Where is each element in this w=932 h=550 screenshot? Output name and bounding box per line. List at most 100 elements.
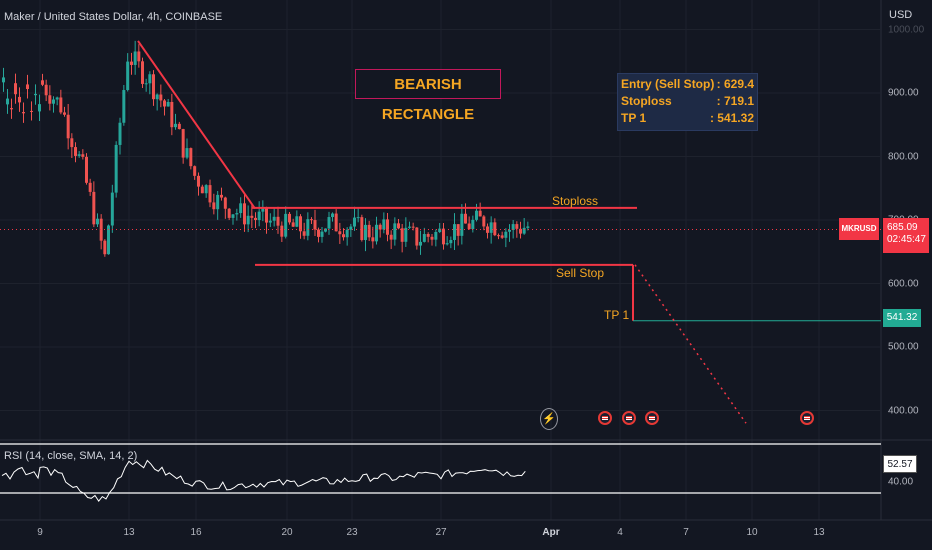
candle-body [137, 51, 141, 62]
candle-body [177, 123, 181, 130]
candle-body [442, 228, 445, 245]
candle-body [110, 192, 114, 226]
x-tick-label: 4 [617, 527, 623, 538]
candle-body [141, 61, 144, 84]
candle-body [453, 224, 456, 240]
candle-body [41, 80, 44, 85]
candle-body [133, 51, 137, 65]
y-tick-label: 500.00 [888, 341, 919, 353]
grid [0, 0, 932, 521]
tp-label: TP 1 [621, 111, 647, 125]
candle-body [163, 100, 166, 107]
candle-body [422, 234, 426, 242]
x-tick-label: 27 [435, 527, 447, 538]
stoploss-label: Stoploss [621, 94, 672, 108]
rsi-pane [0, 439, 932, 502]
candle-body [88, 182, 92, 192]
candle-body [310, 219, 313, 221]
candle-body [59, 97, 63, 113]
candle-body [122, 90, 126, 123]
candle-body [216, 194, 220, 210]
x-tick-label: 23 [346, 527, 358, 538]
x-tick-label: 20 [281, 527, 293, 538]
candle-body [389, 234, 393, 240]
candle-body [2, 77, 5, 83]
tp-price-label: 541.32 [883, 309, 921, 327]
lightning-icon[interactable]: ⚡ [540, 408, 558, 430]
candle-body [471, 219, 475, 230]
candle-body [208, 185, 212, 203]
us-flag-event-icon[interactable] [645, 411, 659, 425]
candle-body [257, 211, 261, 221]
rsi-level-label: 40.00 [888, 476, 914, 488]
candle-body [96, 218, 99, 225]
candle-body [220, 194, 223, 198]
candle-body [367, 224, 371, 238]
y-tick-label: 400.00 [888, 405, 919, 416]
candle-body [114, 144, 118, 193]
candle-body [515, 224, 519, 229]
candle-body [34, 93, 37, 96]
candle-body [434, 231, 438, 240]
candle-body [130, 61, 133, 65]
candle-body [408, 226, 411, 228]
trend-line [137, 40, 256, 210]
candle-body [63, 112, 66, 115]
candle-body [107, 225, 110, 255]
candle-body [170, 101, 174, 128]
candle-body [497, 235, 500, 237]
entry-row: Entry (Sell Stop): 629.4 [621, 76, 754, 93]
candle-body [6, 98, 9, 105]
candle-body [280, 225, 284, 237]
tp-row: TP 1 : 541.32 [621, 110, 754, 127]
candle-body [489, 222, 493, 233]
symbol-tag: MKRUSD [839, 218, 879, 240]
candle-body [400, 228, 404, 242]
candle-body [486, 226, 489, 233]
x-tick-label: 13 [123, 527, 135, 538]
candle-body [174, 123, 177, 128]
rsi-line [1, 459, 526, 502]
candle-body [460, 213, 464, 236]
candle-body [302, 231, 306, 236]
us-flag-event-icon[interactable] [800, 411, 814, 425]
y-tick-label: 600.00 [888, 278, 919, 289]
candle-body [118, 122, 122, 145]
candle-body [18, 96, 21, 103]
candle-body [26, 84, 29, 90]
candle-body [66, 114, 70, 139]
candle-body [70, 138, 74, 148]
candle-body [243, 203, 246, 225]
candle-body [284, 213, 288, 237]
candle-body [519, 228, 522, 234]
candle-body [493, 222, 497, 236]
candle-body [272, 216, 276, 221]
candle-body [508, 230, 511, 232]
candle-body [526, 226, 530, 228]
candle-body [85, 156, 88, 183]
candle-body [155, 94, 159, 100]
candle-body [419, 241, 422, 246]
candle-body [411, 226, 415, 228]
candle-body [371, 237, 375, 242]
us-flag-event-icon[interactable] [622, 411, 636, 425]
tp-value: : 541.32 [709, 111, 754, 125]
candle-body [185, 148, 189, 158]
candle-body [204, 185, 208, 194]
candle-body [250, 215, 254, 218]
x-tick-label: 7 [683, 527, 689, 538]
candle-body [467, 223, 471, 230]
stoploss-value: : 719.1 [716, 94, 754, 108]
candle-body [22, 112, 25, 114]
candle-body [144, 83, 148, 85]
current-price-box: 685.09 02:45:47 [883, 218, 929, 253]
rsi-label[interactable]: RSI (14, close, SMA, 14, 2) [4, 450, 138, 462]
candle-body [511, 224, 515, 231]
candle-body [426, 234, 430, 237]
candle-body [235, 213, 239, 215]
candle-body [30, 110, 33, 112]
us-flag-event-icon[interactable] [598, 411, 612, 425]
sell-stop-annotation: Sell Stop [556, 266, 605, 280]
stoploss-annotation: Stoploss [552, 194, 599, 208]
